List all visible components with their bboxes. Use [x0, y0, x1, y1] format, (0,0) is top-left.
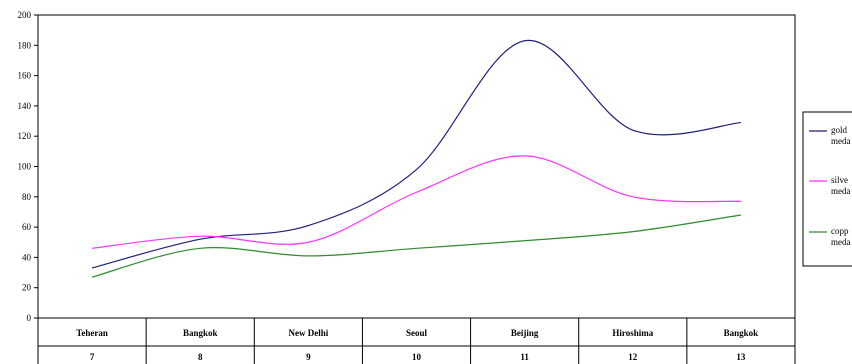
x-sub-label: 13: [736, 352, 746, 362]
x-sub-label: 9: [306, 352, 311, 362]
legend-label-2: meda: [831, 186, 851, 196]
series-line-3: [91, 214, 742, 278]
y-tick-label: 200: [18, 10, 32, 20]
y-tick-label: 40: [22, 252, 32, 262]
legend-label-1: gold: [831, 125, 848, 135]
x-sub-label: 8: [198, 352, 203, 362]
x-category-label: Beijing: [511, 328, 539, 338]
legend-label-3: meda: [831, 237, 851, 247]
legend-label-2: silve: [831, 175, 848, 185]
x-sub-label: 12: [628, 352, 638, 362]
series-line-2: [92, 155, 741, 249]
y-tick-label: 0: [27, 313, 32, 323]
x-category-label: Bangkok: [183, 328, 218, 338]
y-axis-ticks: 0 20 40 60 80 100 120 140 160 180 200: [18, 10, 38, 323]
legend-label-3: copp: [831, 226, 849, 236]
x-sub-label: 11: [520, 352, 529, 362]
y-tick-label: 160: [18, 71, 32, 81]
y-tick-label: 60: [22, 222, 32, 232]
x-axis-labels: Teheran 7 Bangkok 8 New Delhi 9 Seoul 10 Beijing…: [76, 328, 758, 362]
y-tick-label: 180: [18, 40, 32, 50]
axes: [37, 14, 796, 364]
x-sub-label: 7: [90, 352, 95, 362]
y-tick-label: 120: [18, 131, 32, 141]
series-lines: [91, 40, 742, 278]
x-category-label: Hiroshima: [612, 328, 653, 338]
plot-area-border: [37, 14, 796, 319]
y-tick-label: 100: [18, 162, 32, 172]
y-tick-label: 140: [18, 101, 32, 111]
x-category-label: New Delhi: [288, 328, 328, 338]
series-line-1: [91, 40, 741, 269]
legend-box: [802, 111, 852, 267]
x-category-label: Teheran: [76, 328, 108, 338]
legend-label-1: meda: [831, 136, 851, 146]
x-category-label: Seoul: [406, 328, 428, 338]
x-sub-label: 10: [412, 352, 422, 362]
y-tick-label: 20: [22, 283, 32, 293]
y-tick-label: 80: [22, 192, 32, 202]
x-category-label: Bangkok: [724, 328, 759, 338]
